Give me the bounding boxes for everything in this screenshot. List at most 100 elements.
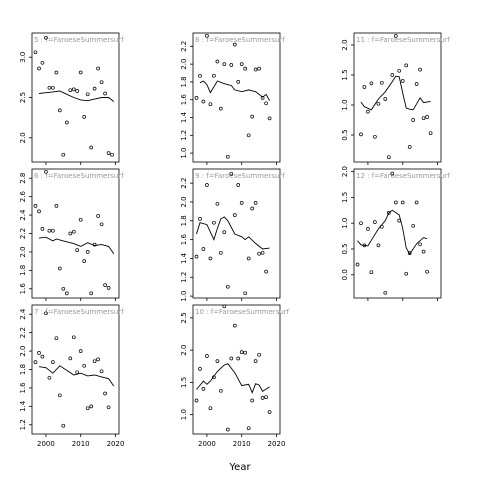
- data-point: [75, 248, 80, 252]
- data-point: [57, 108, 62, 113]
- y-tick-label: 1.8: [180, 215, 188, 226]
- panel-frame: [192, 304, 281, 435]
- data-point: [61, 152, 66, 157]
- data-point: [61, 286, 66, 291]
- y-tick-label: 1.5: [341, 192, 349, 203]
- panel-title: 5 : f=FaroeseSummersurf: [34, 36, 124, 44]
- y-tick-label: 1.5: [341, 69, 349, 80]
- data-point: [64, 291, 69, 296]
- data-point: [82, 115, 87, 119]
- y-tick-label: 1.8: [180, 76, 188, 87]
- data-point: [390, 73, 395, 77]
- data-point: [373, 220, 377, 224]
- y-tick-label: 1.0: [180, 409, 188, 420]
- data-point: [250, 398, 255, 403]
- data-point: [78, 217, 83, 222]
- data-point: [54, 70, 59, 75]
- data-point: [40, 354, 45, 359]
- data-point: [68, 356, 73, 361]
- data-point: [264, 395, 268, 400]
- data-point: [386, 155, 391, 160]
- data-point: [369, 81, 374, 86]
- data-point: [208, 256, 213, 261]
- y-tick-label: 0.5: [341, 129, 349, 140]
- data-point: [96, 357, 100, 362]
- data-point: [379, 80, 384, 85]
- y-tick-label: 2.2: [19, 327, 27, 338]
- smooth-line: [357, 209, 428, 255]
- data-point: [236, 183, 241, 187]
- y-tick-label: 1.0: [180, 291, 188, 302]
- data-point: [51, 228, 55, 233]
- smooth-line: [38, 90, 115, 102]
- panel-12: 12 : f=FaroeseSummersurf 2.0 1.5 1.0 0.5 0.0: [341, 166, 451, 301]
- y-tick-label: 1.0: [341, 99, 349, 110]
- data-point: [383, 290, 388, 295]
- data-point: [232, 213, 237, 217]
- panel-6: 6 : f=FaroeseSummersurf 2.8 2.6 2.4 2.2 2.0 1.…: [19, 168, 124, 301]
- data-point: [425, 269, 429, 274]
- data-point: [110, 152, 114, 157]
- panel-9: 9 : f=FaroeseSummersurf 2.2 2.0 1.8 1.6 1.4 1.…: [180, 168, 285, 302]
- data-point: [37, 351, 41, 355]
- data-point: [33, 204, 38, 208]
- smooth-line: [360, 75, 431, 111]
- panel-8: 8 : f=FaroeseSummersurf 2.2 2.0 1.8 1.6 1.4 1.…: [180, 32, 285, 165]
- data-point: [243, 66, 248, 71]
- data-point: [267, 116, 272, 121]
- data-point: [369, 270, 374, 275]
- y-tick-label: 2.0: [19, 132, 27, 143]
- y-tick-label: 2.6: [19, 191, 27, 203]
- y-tick-label: 2.0: [341, 166, 349, 177]
- data-point: [92, 359, 97, 364]
- panel-grid: 5 : f=FaroeseSummersurf 3.0 2.5 2.0 6 : f=Fa…: [19, 32, 451, 448]
- data-point: [75, 370, 80, 375]
- data-point: [264, 269, 268, 274]
- data-point: [397, 68, 402, 73]
- data-point: [75, 89, 80, 93]
- panel-title: 6 : f=FaroeseSummersurf: [34, 172, 124, 180]
- data-point: [212, 220, 216, 225]
- data-point: [253, 359, 258, 363]
- data-point: [393, 34, 398, 38]
- data-point: [85, 406, 90, 411]
- data-point: [229, 171, 234, 176]
- data-point: [362, 85, 367, 89]
- panel-frame: [192, 32, 281, 163]
- data-point: [205, 183, 209, 187]
- data-point: [198, 367, 202, 371]
- data-point: [103, 91, 107, 96]
- data-point: [92, 86, 97, 91]
- y-tick-label: 2.2: [180, 41, 188, 52]
- data-point: [366, 109, 370, 114]
- data-point: [71, 87, 76, 92]
- y-tick-label: 1.2: [180, 272, 188, 283]
- data-point: [222, 304, 227, 309]
- data-point: [355, 262, 360, 267]
- y-tick-label: 1.6: [19, 283, 27, 295]
- panel-frame: [192, 168, 281, 299]
- data-point: [390, 171, 395, 176]
- data-point: [40, 227, 45, 231]
- x-tick-label: 2020: [268, 440, 286, 448]
- data-point: [222, 230, 227, 234]
- data-point: [400, 79, 405, 83]
- data-point: [106, 286, 111, 290]
- data-point: [82, 363, 87, 368]
- y-tick-label: 2.5: [19, 92, 27, 103]
- data-point: [411, 118, 416, 122]
- data-point: [33, 360, 38, 364]
- data-point: [232, 323, 237, 328]
- data-point: [428, 131, 433, 136]
- data-point: [89, 404, 94, 409]
- data-point: [71, 335, 76, 340]
- y-tick-label: 0.5: [341, 243, 349, 254]
- data-point: [425, 115, 429, 119]
- y-tick-label: 3.0: [19, 52, 27, 63]
- data-point: [198, 73, 202, 78]
- panel-frame: [353, 32, 442, 163]
- data-point: [418, 67, 422, 72]
- y-tick-label: 1.6: [19, 382, 27, 394]
